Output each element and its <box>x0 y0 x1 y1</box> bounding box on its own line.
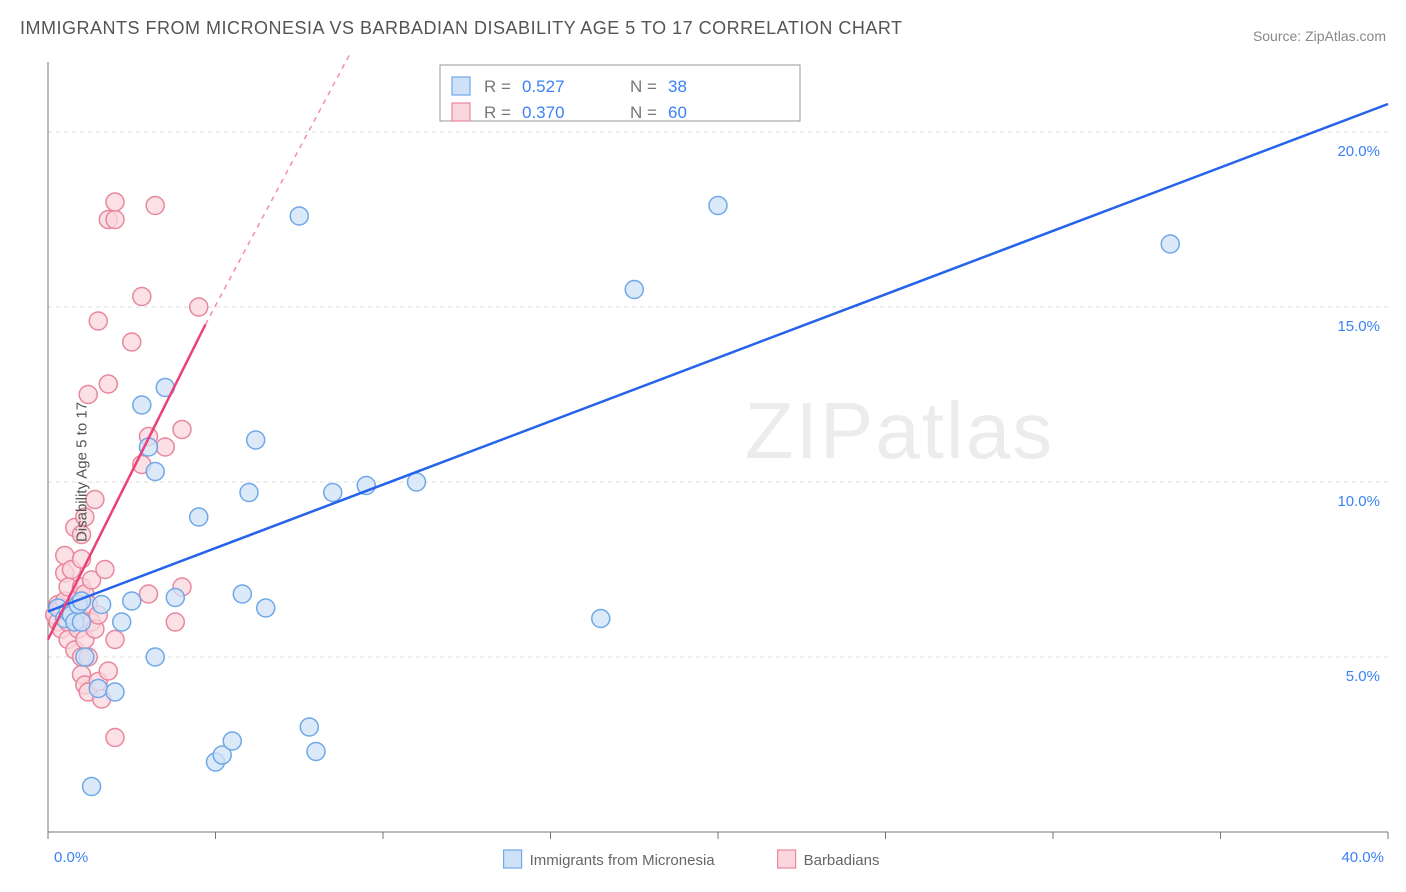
svg-text:N =: N = <box>630 77 657 96</box>
svg-text:Barbadians: Barbadians <box>804 852 880 869</box>
svg-text:0.370: 0.370 <box>522 103 565 122</box>
svg-text:20.0%: 20.0% <box>1337 143 1380 160</box>
chart-title: IMMIGRANTS FROM MICRONESIA VS BARBADIAN … <box>20 18 903 39</box>
source-attribution: Source: ZipAtlas.com <box>1253 28 1386 44</box>
chart-container: Disability Age 5 to 17 5.0% 10.0% 15.0% 20.… <box>0 52 1406 892</box>
svg-text:40.0%: 40.0% <box>1341 849 1384 866</box>
svg-text:0.527: 0.527 <box>522 77 565 96</box>
y-axis-label: Disability Age 5 to 17 <box>74 402 91 542</box>
svg-text:5.0%: 5.0% <box>1346 668 1380 685</box>
svg-text:R =: R = <box>484 77 511 96</box>
svg-text:10.0%: 10.0% <box>1337 493 1380 510</box>
svg-text:R =: R = <box>484 103 511 122</box>
svg-text:15.0%: 15.0% <box>1337 318 1380 335</box>
svg-text:N =: N = <box>630 103 657 122</box>
svg-text:0.0%: 0.0% <box>54 849 88 866</box>
svg-text:Immigrants from Micronesia: Immigrants from Micronesia <box>530 852 716 869</box>
svg-text:38: 38 <box>668 77 687 96</box>
svg-text:60: 60 <box>668 103 687 122</box>
scatter-chart: 5.0% 10.0% 15.0% 20.0% 0.0% 40.0% R = 0.527 N = 3… <box>0 52 1406 892</box>
